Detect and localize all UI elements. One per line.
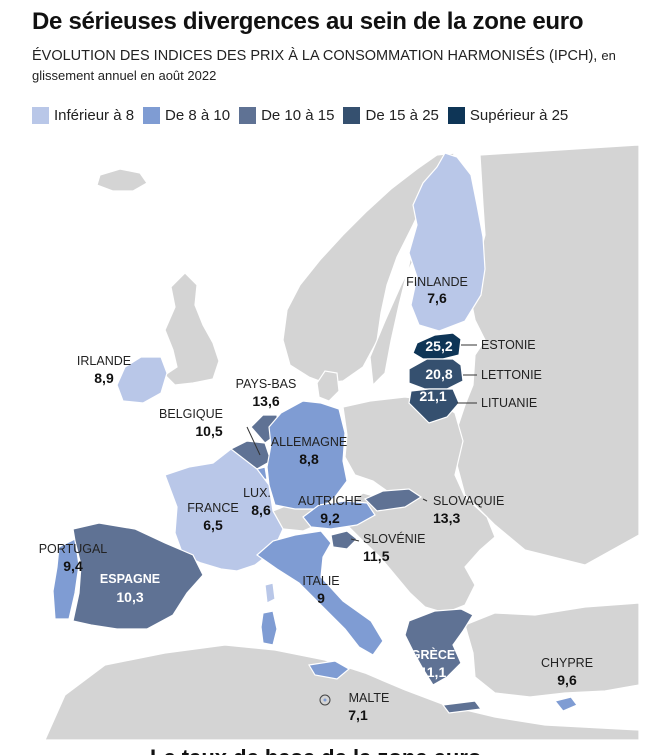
label-grece-value: 11,1 — [420, 664, 447, 680]
label-pays-bas-value: 13,6 — [252, 393, 279, 409]
legend-swatch-10-15 — [239, 106, 257, 124]
label-portugal-name: PORTUGAL — [39, 542, 108, 556]
malte-marker-icon — [319, 694, 331, 706]
euro-countries — [52, 152, 578, 714]
legend-label-10-15: De 10 à 15 — [261, 106, 335, 124]
label-portugal-value: 9,4 — [63, 558, 83, 574]
label-malte-name: MALTE — [349, 691, 390, 705]
legend-swatch-gt25 — [447, 106, 465, 124]
country-sardaigne — [260, 610, 278, 646]
country-sicile — [308, 660, 351, 680]
label-estonie-name: ESTONIE — [481, 338, 536, 352]
label-belgique-value: 10,5 — [195, 423, 222, 439]
label-grece-name: GRÈCE — [411, 647, 455, 662]
label-chypre-name: CHYPRE — [541, 656, 593, 670]
country-italie — [256, 530, 384, 656]
footer-cut-text: Le taux de base de la zone euro — [150, 743, 530, 755]
label-lituanie-value: 21,1 — [419, 388, 446, 404]
country-slovenie — [330, 530, 358, 550]
legend-label-8-10: De 8 à 10 — [165, 106, 231, 124]
label-estonie-value: 25,2 — [425, 338, 452, 354]
legend-swatch-8-10 — [143, 106, 161, 124]
label-lituanie-name: LITUANIE — [481, 396, 537, 410]
label-france-value: 6,5 — [203, 517, 223, 533]
label-slovenie-value: 11,5 — [363, 548, 390, 564]
label-slovaquie-name: SLOVAQUIE — [433, 494, 504, 508]
label-pays-bas-name: PAYS-BAS — [236, 377, 297, 391]
label-espagne-name: ESPAGNE — [100, 572, 160, 586]
legend-swatch-lt8 — [32, 106, 49, 124]
country-grece — [404, 608, 474, 686]
label-allemagne-value: 8,8 — [299, 451, 319, 467]
legend-label-15-25: De 15 à 25 — [365, 106, 439, 124]
label-malte-value: 7,1 — [348, 707, 368, 723]
label-slovaquie-value: 13,3 — [433, 510, 460, 526]
label-france-name: FRANCE — [187, 501, 238, 515]
subtitle-detail: en glissement annuel en août 2022 — [32, 48, 616, 83]
country-allemagne — [266, 400, 348, 510]
legend-item-8-10: De 8 à 10 — [143, 106, 231, 124]
label-autriche-name: AUTRICHE — [298, 494, 362, 508]
label-belgique-name: BELGIQUE — [159, 407, 223, 421]
legend-item-lt8: Inférieur à 8 — [32, 106, 135, 124]
label-finlande-value: 7,6 — [427, 290, 447, 306]
chart-subtitle: ÉVOLUTION DES INDICES DES PRIX À LA CONS… — [32, 46, 632, 86]
chart-title: De sérieuses divergences au sein de la z… — [32, 8, 584, 35]
label-lux-name: LUX. — [243, 486, 271, 500]
country-lettonie — [408, 358, 464, 390]
country-finlande — [408, 152, 486, 332]
label-espagne-value: 10,3 — [116, 589, 143, 605]
country-chypre — [553, 696, 578, 712]
label-irlande-value: 8,9 — [94, 370, 114, 386]
label-autriche-value: 9,2 — [320, 510, 340, 526]
country-estonie — [412, 332, 462, 360]
label-slovenie-name: SLOVÉNIE — [363, 531, 426, 546]
label-lettonie-name: LETTONIE — [481, 368, 542, 382]
legend-item-15-25: De 15 à 25 — [343, 106, 439, 124]
label-allemagne-name: ALLEMAGNE — [271, 435, 347, 449]
label-italie-value: 9 — [317, 590, 325, 606]
country-lituanie — [408, 388, 460, 424]
country-crete — [441, 700, 483, 714]
legend-label-lt8: Inférieur à 8 — [54, 106, 135, 124]
legend-item-gt25: Supérieur à 25 — [447, 106, 569, 124]
label-lettonie-value: 20,8 — [425, 366, 452, 382]
label-italie-name: ITALIE — [302, 574, 339, 588]
country-irlande — [116, 356, 168, 404]
legend-label-gt25: Supérieur à 25 — [469, 106, 569, 124]
non-euro-land — [44, 145, 639, 740]
malte-dot — [323, 698, 327, 702]
legend-item-10-15: De 10 à 15 — [239, 106, 335, 124]
country-corse — [264, 582, 276, 604]
subtitle-main: ÉVOLUTION DES INDICES DES PRIX À LA CONS… — [32, 48, 598, 64]
legend: Inférieur à 8 De 8 à 10 De 10 à 15 De 15… — [32, 104, 577, 126]
legend-swatch-15-25 — [343, 106, 361, 124]
label-lux-value: 8,6 — [251, 502, 271, 518]
label-chypre-value: 9,6 — [557, 672, 577, 688]
europe-map: FINLANDE 7,6 25,2 ESTONIE 20,8 LETTONIE … — [25, 145, 639, 740]
label-irlande-name: IRLANDE — [77, 354, 131, 368]
label-finlande-name: FINLANDE — [406, 275, 468, 289]
country-slovaquie — [363, 488, 423, 512]
country-autriche — [302, 500, 376, 530]
country-espagne — [72, 522, 204, 630]
leader-lines — [246, 344, 477, 542]
